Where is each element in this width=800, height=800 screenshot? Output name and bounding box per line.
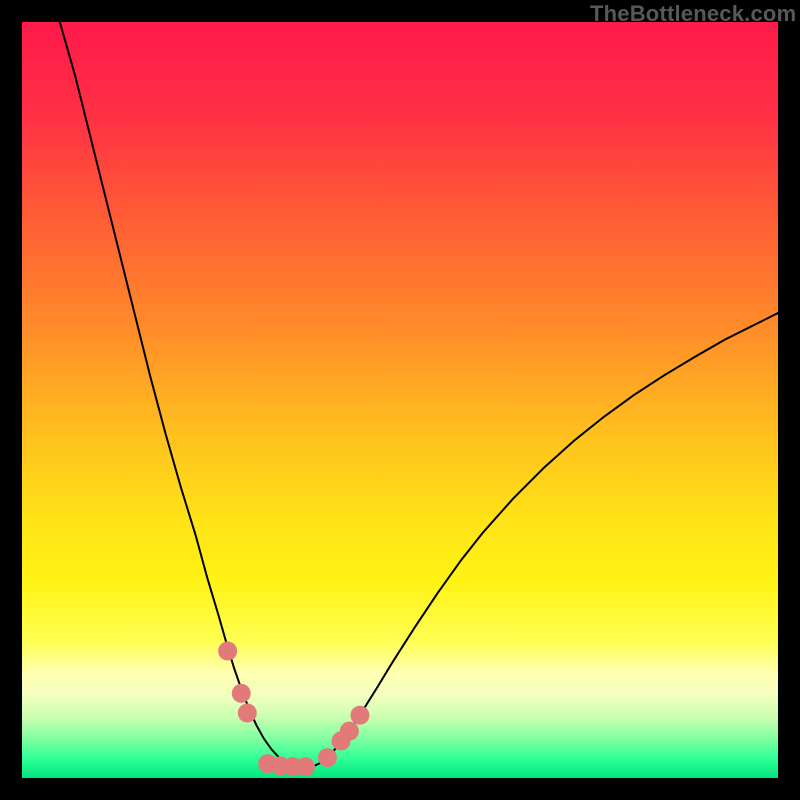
curve-marker: [318, 748, 337, 767]
bottleneck-chart: [22, 22, 778, 778]
curve-marker: [218, 641, 237, 660]
curve-marker: [232, 684, 251, 703]
curve-marker: [296, 757, 315, 776]
curve-marker: [238, 703, 257, 722]
watermark-text: TheBottleneck.com: [590, 1, 796, 27]
gradient-background: [22, 22, 778, 778]
curve-marker: [340, 722, 359, 741]
curve-marker: [350, 706, 369, 725]
